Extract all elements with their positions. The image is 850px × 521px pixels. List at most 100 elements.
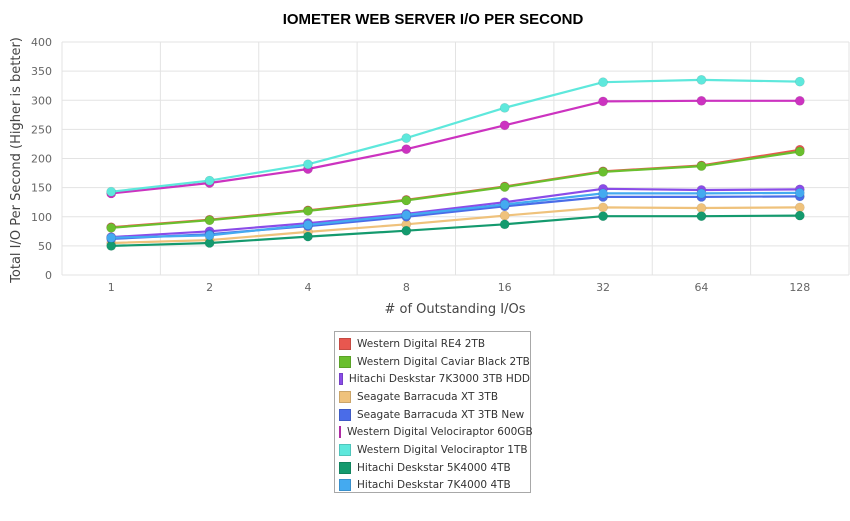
data-point[interactable] [499,210,510,221]
data-point[interactable] [696,95,707,106]
y-tick-label: 400 [31,36,52,49]
series-2 [106,146,805,233]
y-tick-label: 0 [45,269,52,282]
data-point[interactable] [598,202,608,213]
data-point[interactable] [696,211,707,222]
y-tick-label: 250 [31,123,52,136]
legend-label: Hitachi Deskstar 5K4000 4TB [357,461,511,474]
x-tick-label: 4 [304,281,311,294]
data-point[interactable] [204,215,215,226]
series-line [111,214,800,247]
data-point[interactable] [499,182,510,192]
data-point[interactable] [303,206,313,216]
series-7 [106,74,805,197]
data-point[interactable] [401,225,412,236]
legend-swatch [339,390,351,403]
x-tick-label: 32 [596,281,610,294]
data-point[interactable] [794,210,805,221]
data-point[interactable] [401,195,412,206]
legend-swatch [339,337,351,350]
data-point[interactable] [401,210,412,220]
data-point[interactable] [303,231,313,242]
x-tick-label: 128 [789,281,810,294]
legend-label: Seagate Barracuda XT 3TB New [357,408,525,421]
legend-label: Hitachi Deskstar 7K3000 3TB HDD [348,373,530,386]
legend-swatch [339,373,343,386]
legend-swatch [339,479,351,492]
y-axis-title: Total I/O Per Second (Higher is better) [9,37,24,284]
data-point[interactable] [598,77,608,88]
x-tick-label: 64 [694,281,708,294]
x-tick-label: 1 [108,281,115,294]
y-axis-ticks: 0 50 100 150 200 250 300 350 400 [31,36,52,282]
x-axis-ticks: 1 2 4 8 16 32 64 128 [108,281,811,294]
data-point[interactable] [499,199,510,210]
series-9 [106,187,805,243]
data-point[interactable] [106,186,117,197]
legend: Western Digital RE4 2TB Western Digital C… [334,331,533,495]
legend-item[interactable]: Hitachi Deskstar 7K3000 3TB HDD [335,370,530,388]
data-point[interactable] [106,232,117,243]
data-point[interactable] [499,219,510,230]
data-point[interactable] [303,220,313,230]
legend-label: Western Digital Velociraptor 600GB [347,426,533,439]
data-point[interactable] [598,166,608,177]
data-point[interactable] [401,144,412,155]
data-point[interactable] [499,102,510,113]
data-point[interactable] [794,202,805,213]
data-point[interactable] [106,222,117,233]
y-tick-label: 350 [31,65,52,78]
series-group [106,74,805,251]
data-point[interactable] [499,120,510,131]
data-point[interactable] [401,133,412,144]
data-point[interactable] [696,161,707,171]
legend-label: Seagate Barracuda XT 3TB [357,390,499,403]
data-point[interactable] [598,188,608,199]
legend-label: Hitachi Deskstar 7K4000 4TB [357,479,511,492]
legend-item[interactable]: Western Digital Velociraptor 1TB [335,441,530,459]
chart-title: IOMETER WEB SERVER I/O PER SECOND [283,11,584,28]
series-line [111,206,800,245]
legend-swatch [339,408,351,421]
legend-item[interactable]: Western Digital Caviar Black 2TB [335,353,530,371]
series-line [111,99,800,195]
y-tick-label: 50 [38,240,52,253]
legend-item[interactable]: Western Digital RE4 2TB [335,335,530,353]
data-point[interactable] [794,95,805,106]
legend-item[interactable]: Hitachi Deskstar 5K4000 4TB [335,459,530,477]
data-point[interactable] [696,203,707,213]
data-point[interactable] [794,76,805,87]
x-tick-label: 2 [206,281,213,294]
data-point[interactable] [303,159,313,170]
y-tick-label: 100 [31,211,52,224]
legend-item[interactable]: Western Digital Velociraptor 600GB [335,423,533,441]
x-axis-title: # of Outstanding I/Os [384,302,525,317]
data-point[interactable] [598,96,608,107]
series-line [111,191,800,239]
data-point[interactable] [598,211,608,222]
data-point[interactable] [106,240,117,251]
legend-item[interactable]: Hitachi Deskstar 7K4000 4TB [335,477,530,495]
x-tick-label: 16 [498,281,512,294]
series-line [111,187,800,239]
series-8 [106,210,805,251]
data-point[interactable] [204,175,215,186]
data-point[interactable] [794,146,805,157]
data-point[interactable] [696,188,707,199]
legend-item[interactable]: Seagate Barracuda XT 3TB New [335,406,530,424]
data-point[interactable] [794,187,805,198]
x-tick-label: 8 [403,281,410,294]
y-tick-label: 300 [31,94,52,107]
legend-swatch [339,461,351,474]
data-point[interactable] [204,230,215,241]
legend-item[interactable]: Seagate Barracuda XT 3TB [335,388,530,406]
legend-swatch [339,355,351,368]
legend-label: Western Digital Velociraptor 1TB [357,443,528,456]
legend-label: Western Digital RE4 2TB [357,337,486,350]
y-tick-label: 150 [31,182,52,195]
data-point[interactable] [696,74,707,85]
legend-swatch [339,443,351,456]
y-tick-label: 200 [31,153,52,166]
series-line [111,150,800,229]
